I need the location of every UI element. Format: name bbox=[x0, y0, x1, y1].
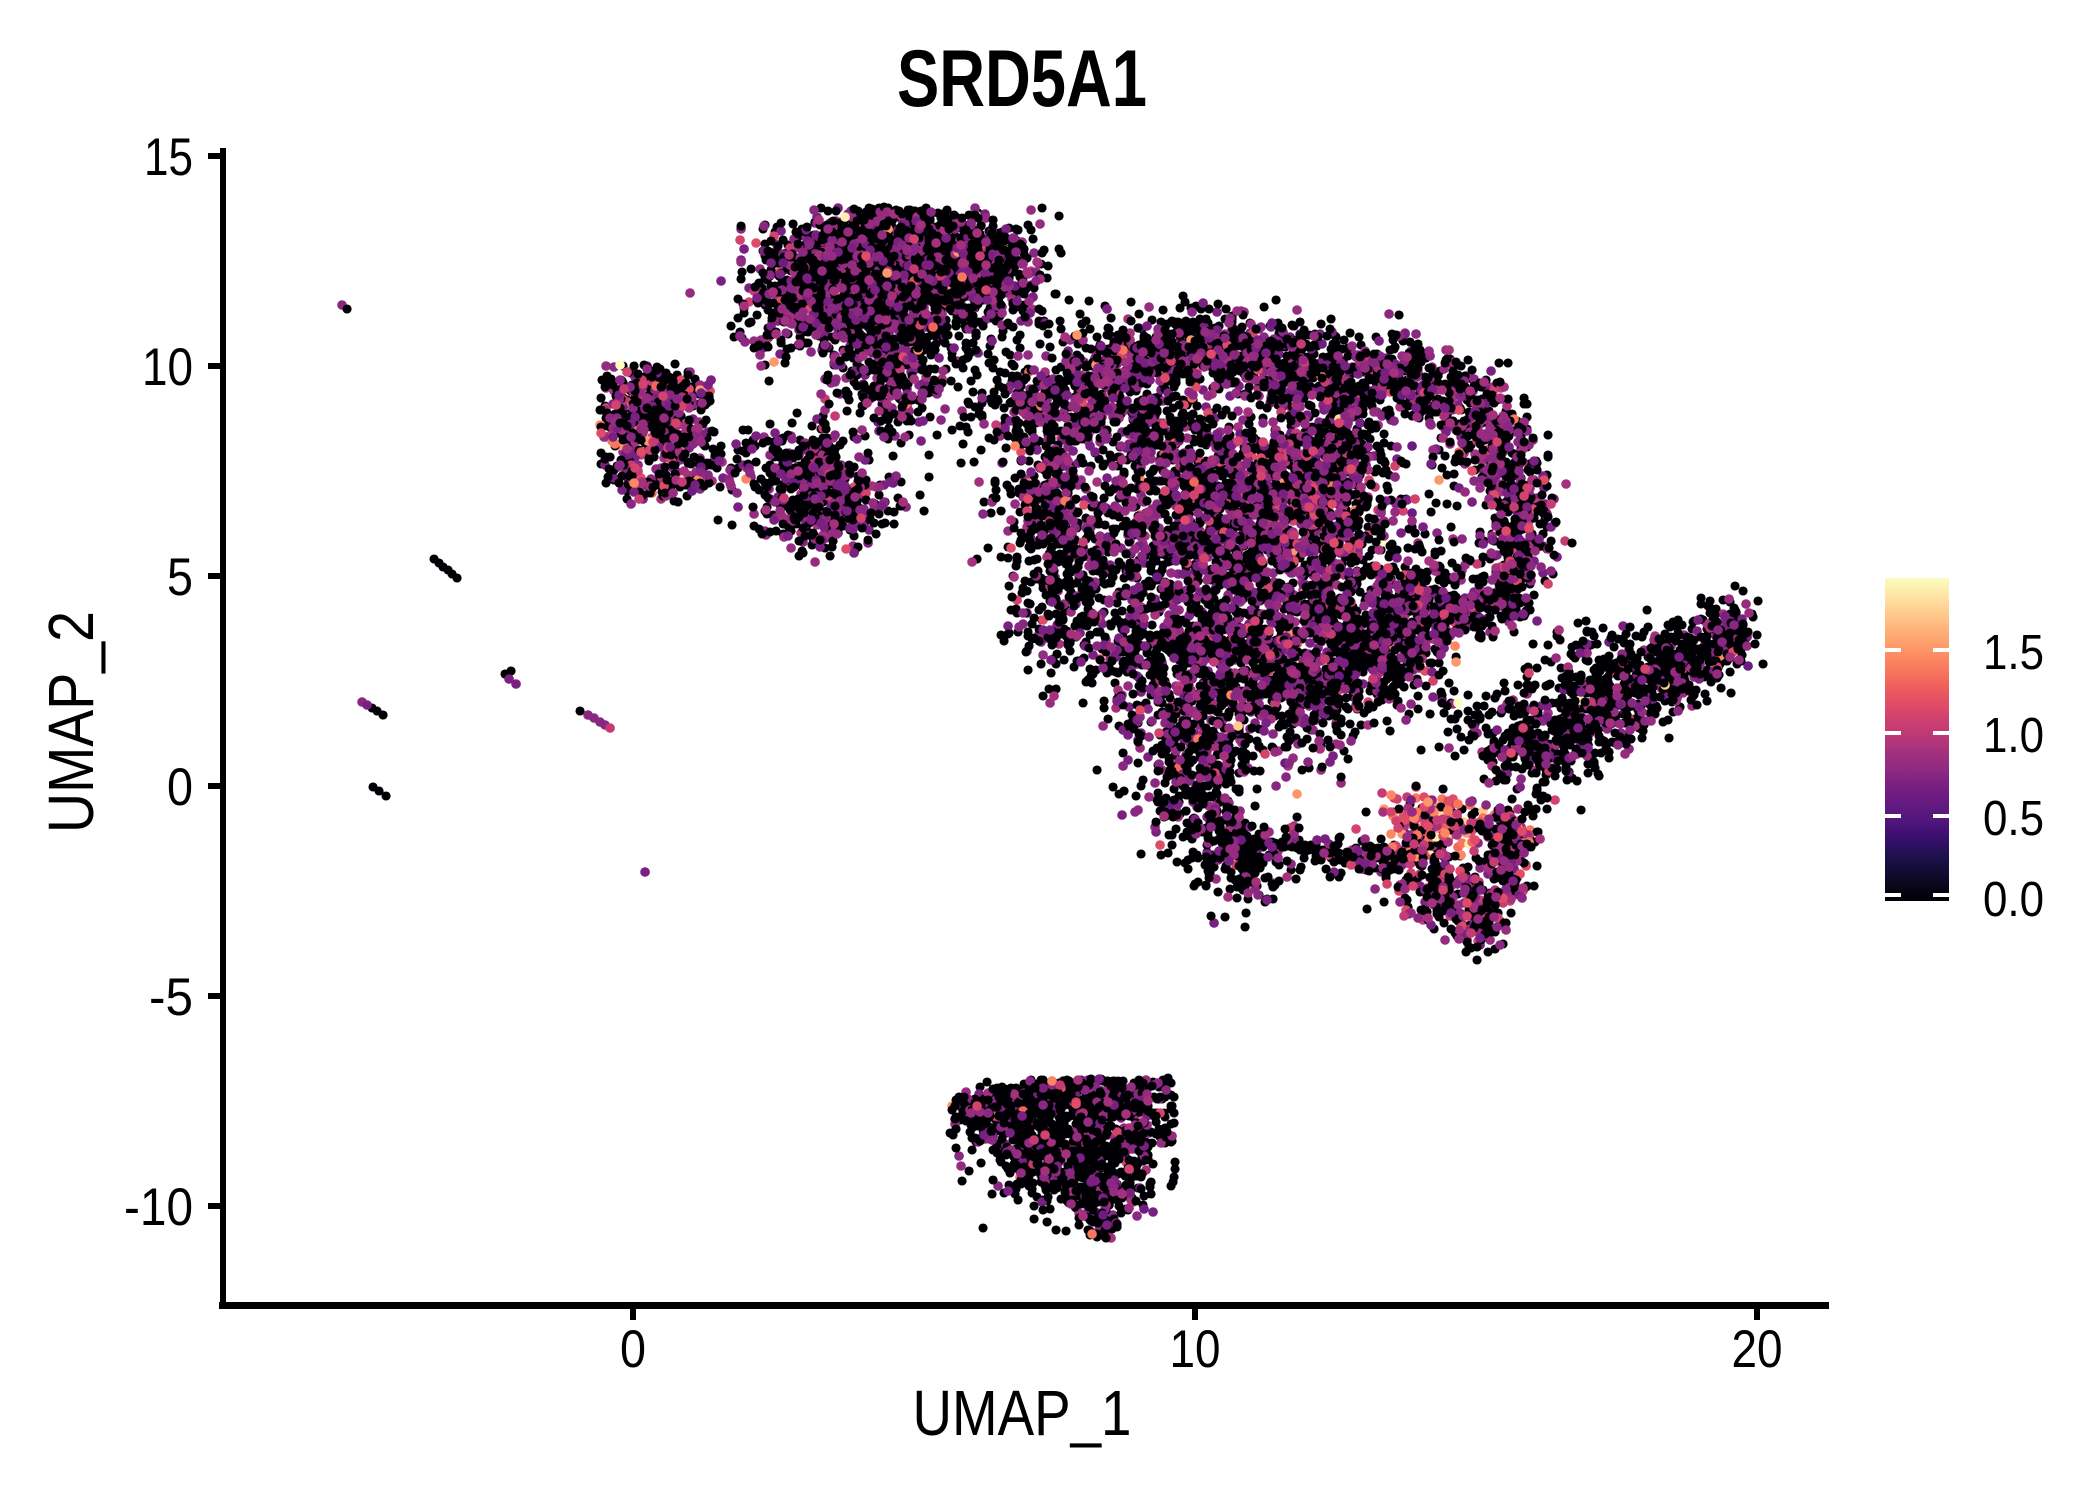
svg-text:UMAP_1: UMAP_1 bbox=[913, 1377, 1132, 1449]
svg-text:UMAP_2: UMAP_2 bbox=[35, 611, 107, 833]
svg-text:0: 0 bbox=[167, 758, 193, 817]
svg-text:1.0: 1.0 bbox=[1983, 709, 2044, 763]
svg-text:0: 0 bbox=[620, 1320, 646, 1379]
svg-text:20: 20 bbox=[1732, 1320, 1783, 1379]
svg-text:0.5: 0.5 bbox=[1983, 792, 2044, 846]
svg-text:15: 15 bbox=[144, 128, 193, 187]
svg-text:-10: -10 bbox=[124, 1178, 193, 1237]
svg-text:1.5: 1.5 bbox=[1983, 626, 2044, 680]
svg-text:10: 10 bbox=[142, 338, 193, 397]
svg-text:5: 5 bbox=[167, 548, 193, 607]
svg-text:SRD5A1: SRD5A1 bbox=[897, 34, 1147, 124]
svg-text:-5: -5 bbox=[149, 968, 193, 1027]
svg-text:0.0: 0.0 bbox=[1983, 873, 2044, 927]
svg-text:10: 10 bbox=[1170, 1320, 1221, 1379]
